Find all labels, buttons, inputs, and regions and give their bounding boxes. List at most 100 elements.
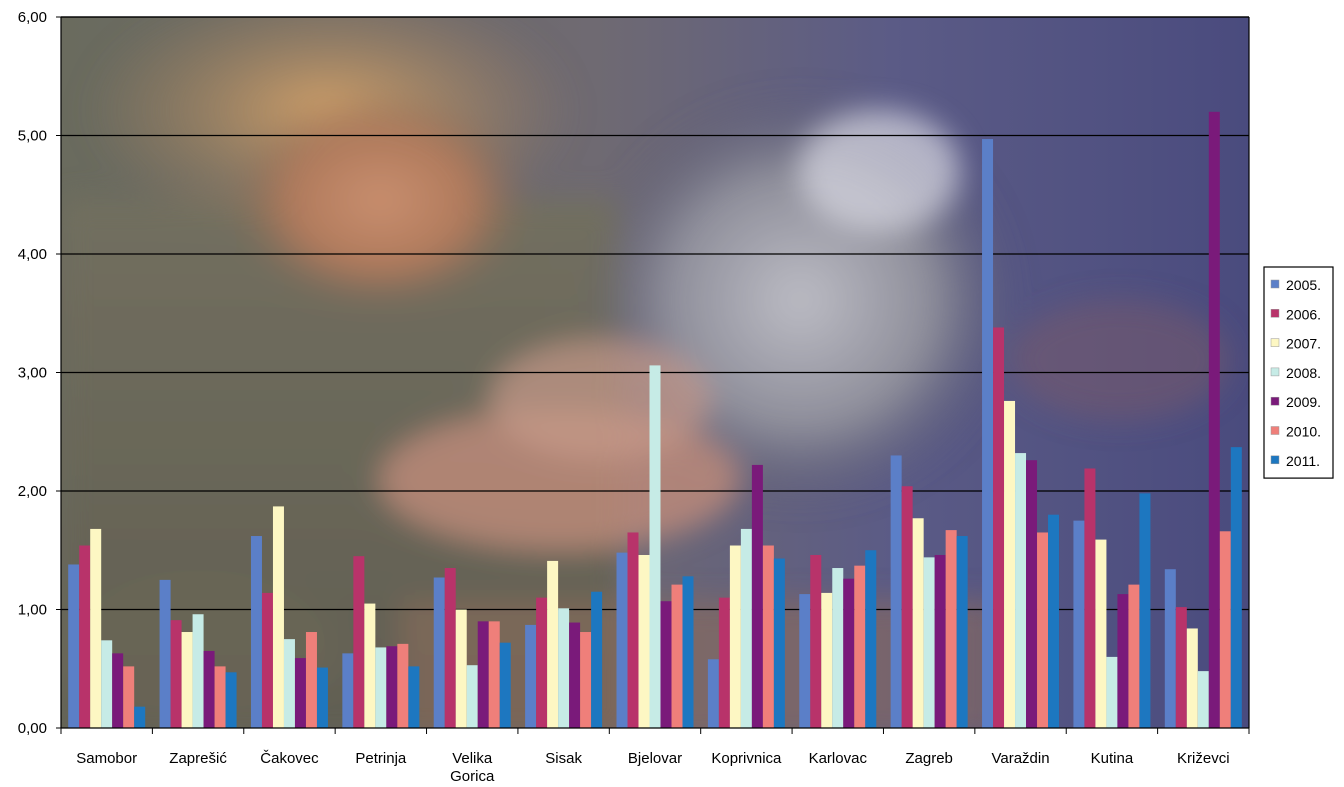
bar <box>536 597 548 728</box>
legend-swatch <box>1270 338 1280 347</box>
bar <box>408 666 420 728</box>
bar <box>1073 520 1085 728</box>
y-tick-label: 3,00 <box>18 365 47 382</box>
bar <box>1106 656 1118 728</box>
bar <box>123 666 135 728</box>
bar <box>810 554 822 728</box>
bar <box>225 672 237 728</box>
legend-swatch <box>1270 396 1280 406</box>
bar <box>729 545 741 728</box>
x-tick-label: Križevci <box>1177 750 1230 767</box>
bar <box>649 365 661 728</box>
legend-label: 2011. <box>1286 453 1320 469</box>
bar <box>1084 468 1096 728</box>
bar <box>627 532 639 728</box>
bar <box>1208 111 1220 729</box>
legend: 2005. 2006. 2007. 2008. 2009. 2010. 2011. <box>1263 266 1334 479</box>
bar <box>525 624 537 728</box>
bar <box>1037 532 1049 728</box>
bar <box>1026 460 1038 728</box>
bar <box>488 621 500 728</box>
bar <box>112 653 124 728</box>
bar <box>638 554 650 728</box>
bar <box>79 545 91 728</box>
bar <box>799 594 811 728</box>
bar <box>1197 671 1209 728</box>
bar <box>923 557 935 728</box>
bar <box>956 536 968 728</box>
bar <box>1164 569 1176 728</box>
bar <box>580 632 592 728</box>
bar <box>181 632 193 728</box>
x-tick-label: Velika Gorica <box>450 750 495 785</box>
bar <box>444 568 456 728</box>
bar <box>982 139 994 728</box>
bar <box>272 506 284 728</box>
bar <box>364 603 376 728</box>
y-tick-label: 5,00 <box>18 128 47 145</box>
legend-swatch <box>1270 367 1280 377</box>
x-tick-label: Zagreb <box>905 750 953 767</box>
bar <box>1004 400 1016 728</box>
bar <box>316 667 328 728</box>
bar <box>718 597 730 728</box>
bar <box>1139 493 1151 728</box>
bar <box>751 464 763 728</box>
bar <box>558 608 570 728</box>
x-tick-label: Čakovec <box>260 750 319 767</box>
bar <box>854 565 866 728</box>
bar <box>353 556 365 728</box>
bar <box>214 666 226 728</box>
legend-label: 2009. <box>1286 394 1321 410</box>
y-tick-label: 6,00 <box>18 9 47 26</box>
bar <box>773 558 785 728</box>
y-tick-label: 1,00 <box>18 602 47 619</box>
x-tick-label: Petrinja <box>355 750 407 767</box>
bar <box>1095 539 1107 728</box>
bar <box>455 609 467 728</box>
bar <box>740 528 752 728</box>
bars <box>68 111 1242 729</box>
bar <box>1117 594 1129 728</box>
bar <box>68 564 80 728</box>
bar <box>342 653 354 728</box>
axes: 0,00 1,00 2,00 3,00 4,00 5,00 6,00 Samobor Zapre… <box>18 9 1250 785</box>
bar <box>261 592 273 728</box>
x-tick-label: Varaždin <box>991 750 1049 767</box>
bar <box>934 554 946 728</box>
bar <box>616 552 628 728</box>
bar <box>386 646 398 728</box>
bar <box>945 530 957 728</box>
legend-label: 2008. <box>1286 365 1321 381</box>
legend-label: 2006. <box>1286 306 1321 322</box>
bar <box>397 643 409 728</box>
bar <box>901 486 913 728</box>
x-tick-label: Kutina <box>1091 750 1134 767</box>
bar <box>682 576 694 728</box>
bar <box>1219 531 1231 728</box>
legend-swatch <box>1270 455 1280 465</box>
bar <box>1175 607 1187 728</box>
bar <box>993 327 1005 728</box>
bar <box>433 577 445 728</box>
legend-swatch <box>1270 309 1280 318</box>
bar <box>1230 447 1242 728</box>
bar <box>101 640 113 728</box>
bar <box>671 584 683 728</box>
bar <box>134 706 146 728</box>
bar <box>1128 584 1140 728</box>
bar <box>660 601 672 728</box>
x-tick-label: Bjelovar <box>628 750 682 767</box>
bar <box>466 665 478 728</box>
bar <box>283 639 295 728</box>
bar <box>890 455 902 728</box>
bar <box>159 579 171 728</box>
bar <box>569 622 581 728</box>
bar <box>203 650 215 728</box>
bar <box>1015 453 1027 728</box>
bar <box>90 528 102 728</box>
bar <box>865 550 877 728</box>
bar <box>499 642 511 728</box>
bar <box>250 536 262 728</box>
x-tick-label: Koprivnica <box>711 750 782 767</box>
